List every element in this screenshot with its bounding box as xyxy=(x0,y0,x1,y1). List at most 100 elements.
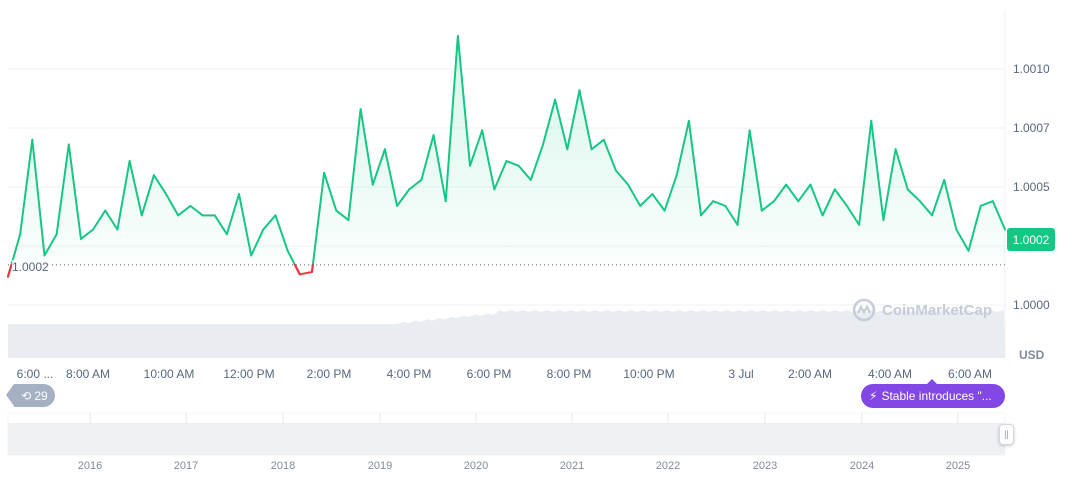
x-tick-label: 4:00 AM xyxy=(868,367,912,381)
price-line-segment xyxy=(541,98,557,146)
price-line-segment xyxy=(371,148,386,186)
price-line-segment xyxy=(335,209,350,222)
navigator-year-label: 2017 xyxy=(174,460,198,472)
price-line-segment xyxy=(177,204,192,217)
navigator-series xyxy=(8,423,1005,455)
x-tick-label: 8:00 PM xyxy=(547,367,592,381)
price-line-segment xyxy=(359,108,374,186)
price-line-segment xyxy=(444,34,459,203)
x-tick-label: 3 Jul xyxy=(728,367,753,381)
x-tick-label: 2:00 AM xyxy=(788,367,832,381)
x-tick-label: 8:00 AM xyxy=(66,367,110,381)
navigator-handle[interactable]: || xyxy=(999,424,1014,445)
price-line-segment xyxy=(736,129,751,226)
price-line-segment xyxy=(663,174,678,212)
price-line-down-segment xyxy=(6,263,13,278)
price-line-segment xyxy=(420,134,435,181)
navigator-year-label: 2023 xyxy=(753,460,777,472)
navigator-year-label: 2024 xyxy=(850,460,874,472)
price-line-segment xyxy=(262,214,277,231)
price-line-segment xyxy=(469,129,484,167)
price-line-segment xyxy=(870,119,885,222)
price-line-segment xyxy=(918,200,934,217)
y-tick-label: 1.0007 xyxy=(1013,121,1050,135)
price-line-segment xyxy=(833,188,848,207)
price-line-segment xyxy=(979,200,994,207)
price-line-segment xyxy=(481,129,496,191)
price-line-segment xyxy=(67,143,82,240)
price-line-segment xyxy=(821,188,836,217)
navigator-year-label: 2018 xyxy=(271,460,295,472)
price-line-segment xyxy=(79,228,95,240)
price-line-segment xyxy=(772,183,788,203)
x-tick-label: 2:00 PM xyxy=(307,367,352,381)
price-line-segment xyxy=(310,171,326,273)
price-line-segment xyxy=(858,119,873,226)
price-line-segment xyxy=(785,183,800,203)
y-tick-label: 1.0010 xyxy=(1013,62,1050,76)
price-line-segment xyxy=(614,169,630,186)
price-line-segment xyxy=(809,183,824,217)
y-tick-label: 1.0000 xyxy=(1013,298,1050,312)
events-badge[interactable]: ⟲ 29 xyxy=(6,384,55,407)
price-line-segment xyxy=(238,193,253,257)
price-line-segment xyxy=(712,200,727,207)
price-line-segment xyxy=(104,209,119,231)
price-line-segment xyxy=(724,204,739,226)
price-line-segment xyxy=(383,148,399,207)
x-tick-label: 6:00 ... xyxy=(17,367,54,381)
price-line-segment xyxy=(189,204,204,217)
price-line-segment xyxy=(432,134,447,203)
events-count: 29 xyxy=(34,388,48,403)
coinmarketcap-logo-icon xyxy=(852,298,876,322)
price-line-segment xyxy=(408,178,423,191)
price-line-segment xyxy=(43,233,58,257)
price-line-segment xyxy=(578,89,593,151)
price-line-segment xyxy=(92,209,107,231)
price-line-segment xyxy=(748,129,763,212)
x-tick-label: 12:00 PM xyxy=(223,367,274,381)
price-line-segment xyxy=(675,119,690,177)
volume-bars xyxy=(8,310,1005,358)
current-price-tag: 1.0002 xyxy=(1007,228,1055,251)
price-line-segment xyxy=(931,178,946,217)
price-line-segment xyxy=(906,188,921,203)
navigator-year-label: 2019 xyxy=(368,460,392,472)
navigator-year-label: 2021 xyxy=(560,460,584,472)
navigator-year-label: 2020 xyxy=(464,460,488,472)
price-line-segment xyxy=(152,174,168,196)
price-line-segment xyxy=(797,183,812,203)
price-line-segment xyxy=(55,143,70,236)
price-line-segment xyxy=(31,138,46,257)
price-area xyxy=(8,35,1005,265)
navigator-year-label: 2025 xyxy=(946,460,970,472)
price-line-segment xyxy=(140,174,155,217)
price-line-segment xyxy=(396,188,411,207)
navigator-year-label: 2016 xyxy=(78,460,102,472)
price-line-segment xyxy=(967,204,982,252)
price-line-down-segment xyxy=(310,263,314,274)
price-line-segment xyxy=(554,98,569,151)
clock-rewind-icon: ⟲ xyxy=(21,388,32,403)
price-line-segment xyxy=(323,171,338,212)
y-tick-label: 1.0005 xyxy=(1013,180,1050,194)
news-pill[interactable]: ⚡︎ Stable introduces "... xyxy=(861,379,1005,408)
price-line-segment xyxy=(505,160,520,167)
price-line-segment xyxy=(250,228,265,257)
price-line-segment xyxy=(456,34,472,167)
price-line-segment xyxy=(566,89,581,151)
watermark-text: CoinMarketCap xyxy=(882,301,993,319)
x-tick-label: 10:00 PM xyxy=(623,367,674,381)
price-line-segment xyxy=(639,193,654,207)
price-line-segment xyxy=(517,164,532,181)
x-tick-label: 6:00 PM xyxy=(467,367,512,381)
price-line-segment xyxy=(991,200,1006,231)
price-line-segment xyxy=(627,183,642,207)
price-line-segment xyxy=(298,270,313,276)
x-tick-label: 10:00 AM xyxy=(144,367,195,381)
price-line-segment xyxy=(845,204,861,226)
x-tick-label: 4:00 PM xyxy=(387,367,432,381)
price-line-segment xyxy=(116,160,131,231)
price-line-segment xyxy=(225,193,241,236)
